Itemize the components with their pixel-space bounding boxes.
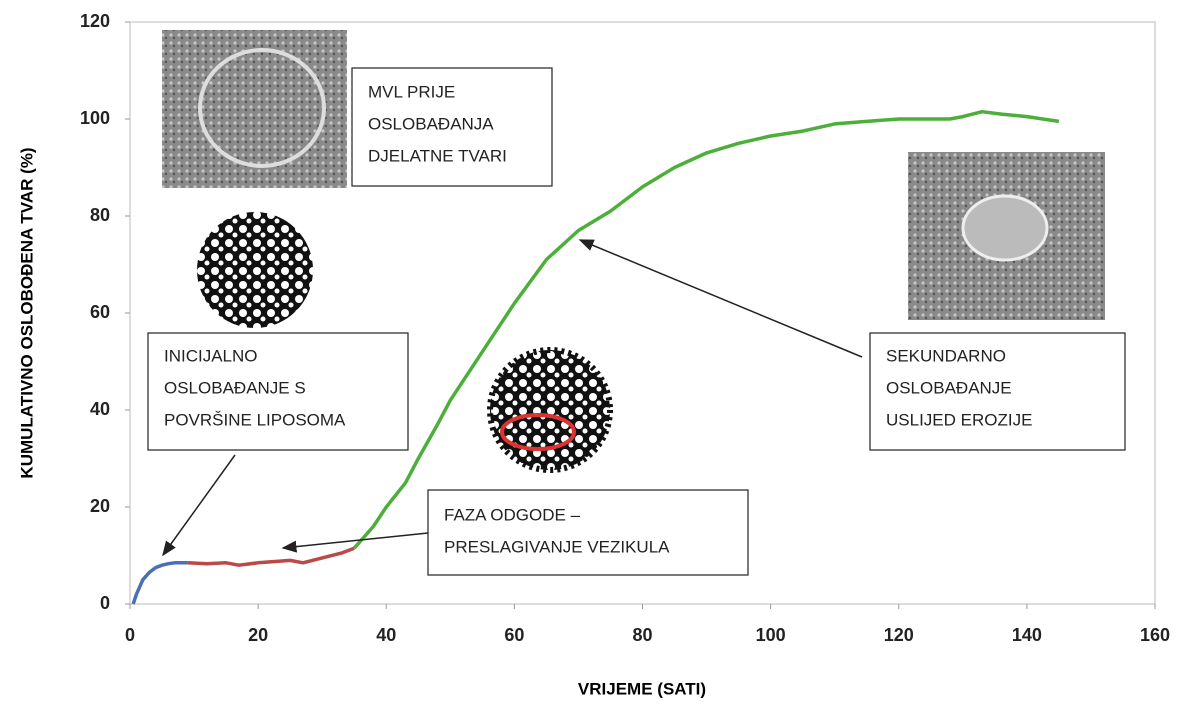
annotation-text: MVL PRIJE bbox=[368, 82, 455, 101]
vesicle-schematic bbox=[490, 350, 610, 470]
x-tick-label: 140 bbox=[1012, 625, 1042, 645]
x-tick-label: 160 bbox=[1140, 625, 1170, 645]
annotation-text: POVRŠINE LIPOSOMA bbox=[164, 410, 346, 429]
y-axis-label: KUMULATIVNO OSLOBOĐENA TVAR (%) bbox=[17, 147, 36, 478]
y-tick-label: 60 bbox=[90, 302, 110, 322]
x-tick-label: 80 bbox=[632, 625, 652, 645]
arrow bbox=[580, 240, 862, 357]
annotation-text: PRESLAGIVANJE VEZIKULA bbox=[444, 537, 670, 556]
annotation-text: DJELATNE TVARI bbox=[368, 146, 507, 165]
x-axis-label: VRIJEME (SATI) bbox=[578, 679, 706, 698]
x-tick-label: 20 bbox=[248, 625, 268, 645]
y-tick-label: 100 bbox=[80, 108, 110, 128]
annotation-text: OSLOBAĐANJE bbox=[886, 378, 1012, 397]
chart: 0 20 40 60 80 100 120 0 20 40 60 80 100 120 140 160 MVL… bbox=[0, 0, 1189, 702]
x-tick-label: 100 bbox=[756, 625, 786, 645]
annotation-text: INICIJALNO bbox=[164, 346, 258, 365]
annotation-box bbox=[428, 490, 748, 575]
y-tick-label: 20 bbox=[90, 496, 110, 516]
annotation-text: USLIJED EROZIJE bbox=[886, 410, 1032, 429]
y-tick-label: 120 bbox=[80, 11, 110, 31]
vesicle-schematic bbox=[197, 212, 313, 328]
sem-image bbox=[162, 30, 347, 188]
x-tick-label: 60 bbox=[504, 625, 524, 645]
sem-image bbox=[908, 152, 1105, 320]
x-tick-label: 0 bbox=[125, 625, 135, 645]
annotation-text: SEKUNDARNO bbox=[886, 346, 1006, 365]
annotation-text: OSLOBAĐANJA bbox=[368, 114, 494, 133]
x-tick-label: 40 bbox=[376, 625, 396, 645]
y-tick-label: 40 bbox=[90, 399, 110, 419]
data-line bbox=[188, 548, 355, 565]
annotation-text: FAZA ODGODE – bbox=[444, 505, 581, 524]
arrow bbox=[163, 455, 235, 555]
y-tick-label: 0 bbox=[100, 593, 110, 613]
x-tick-label: 120 bbox=[884, 625, 914, 645]
data-line bbox=[133, 563, 188, 604]
y-tick-label: 80 bbox=[90, 205, 110, 225]
annotation-text: OSLOBAĐANJE S bbox=[164, 378, 306, 397]
